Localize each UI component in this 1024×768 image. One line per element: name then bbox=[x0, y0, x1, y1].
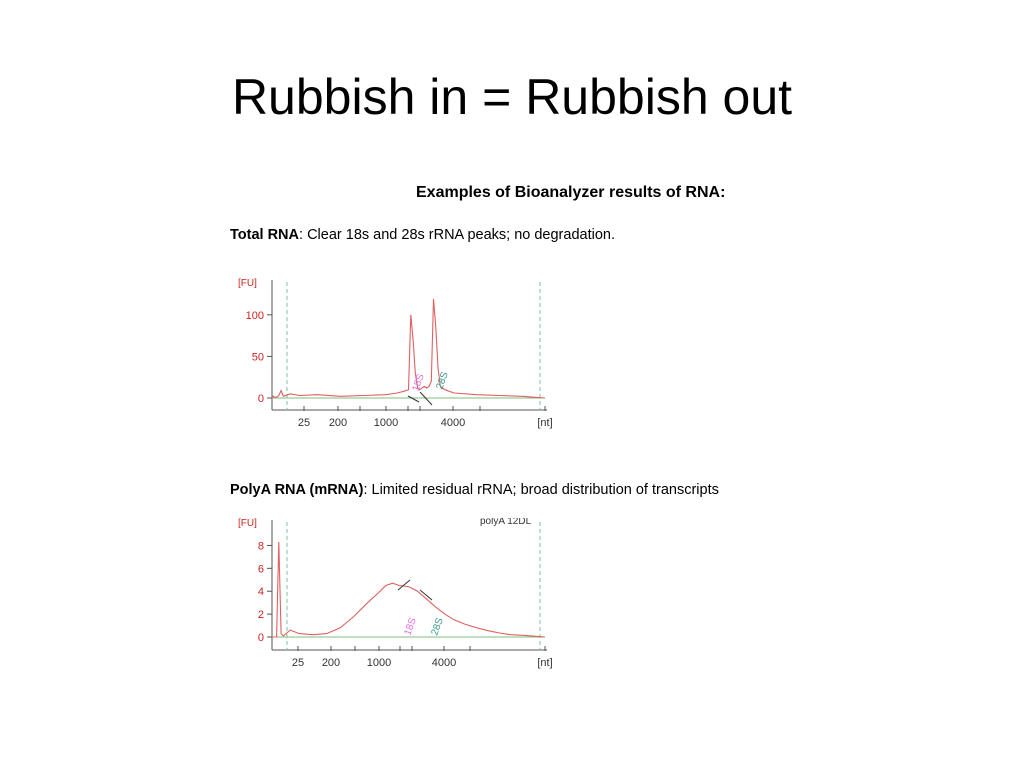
slide-title: Rubbish in = Rubbish out bbox=[231, 69, 793, 125]
peak-label-18s: 18S bbox=[402, 616, 419, 637]
peak-mark bbox=[407, 395, 420, 403]
peak-mark bbox=[419, 391, 433, 406]
x-tick-label: 200 bbox=[329, 417, 347, 429]
crop-mask bbox=[222, 266, 555, 278]
crop-mask bbox=[222, 506, 555, 518]
x-tick-label: 4000 bbox=[441, 417, 465, 429]
x-tick-label: [nt] bbox=[537, 417, 552, 429]
total-rna-caption: Total RNA: Clear 18s and 28s rRNA peaks;… bbox=[230, 227, 615, 243]
figure-heading: Examples of Bioanalyzer results of RNA: bbox=[416, 184, 726, 201]
peak-mark bbox=[397, 579, 411, 591]
x-tick-label: 1000 bbox=[367, 657, 391, 669]
y-tick-label: 0 bbox=[258, 393, 264, 405]
peak-mark bbox=[419, 589, 433, 601]
total-rna-label: Total RNA bbox=[230, 227, 300, 243]
series-line bbox=[272, 541, 546, 638]
y-tick-label: 0 bbox=[258, 632, 264, 644]
x-tick-label: 4000 bbox=[432, 657, 456, 669]
x-tick-label: 1000 bbox=[374, 417, 398, 429]
polya-rna-label: PolyA RNA (mRNA) bbox=[230, 482, 364, 498]
sample-label: polyA 12DL bbox=[480, 516, 532, 527]
x-tick-label: 25 bbox=[298, 417, 310, 429]
y-axis-label: [FU] bbox=[238, 278, 257, 289]
polya-rna-description: : Limited residual rRNA; broad distribut… bbox=[363, 482, 719, 498]
y-axis-label: [FU] bbox=[238, 518, 257, 529]
peak-label-28s: 28S bbox=[429, 616, 446, 637]
series-line bbox=[271, 298, 546, 399]
polya-rna-caption: PolyA RNA (mRNA): Limited residual rRNA;… bbox=[230, 482, 719, 498]
total-rna-description: : Clear 18s and 28s rRNA peaks; no degra… bbox=[299, 227, 615, 243]
x-tick-label: 200 bbox=[322, 657, 340, 669]
y-tick-label: 6 bbox=[258, 563, 264, 575]
y-tick-label: 4 bbox=[258, 586, 264, 598]
y-tick-label: 8 bbox=[258, 540, 264, 552]
x-tick-label: 25 bbox=[292, 657, 304, 669]
y-tick-label: 2 bbox=[258, 609, 264, 621]
x-tick-label: [nt] bbox=[537, 657, 552, 669]
y-tick-label: 100 bbox=[246, 310, 264, 322]
y-tick-label: 50 bbox=[252, 351, 264, 363]
